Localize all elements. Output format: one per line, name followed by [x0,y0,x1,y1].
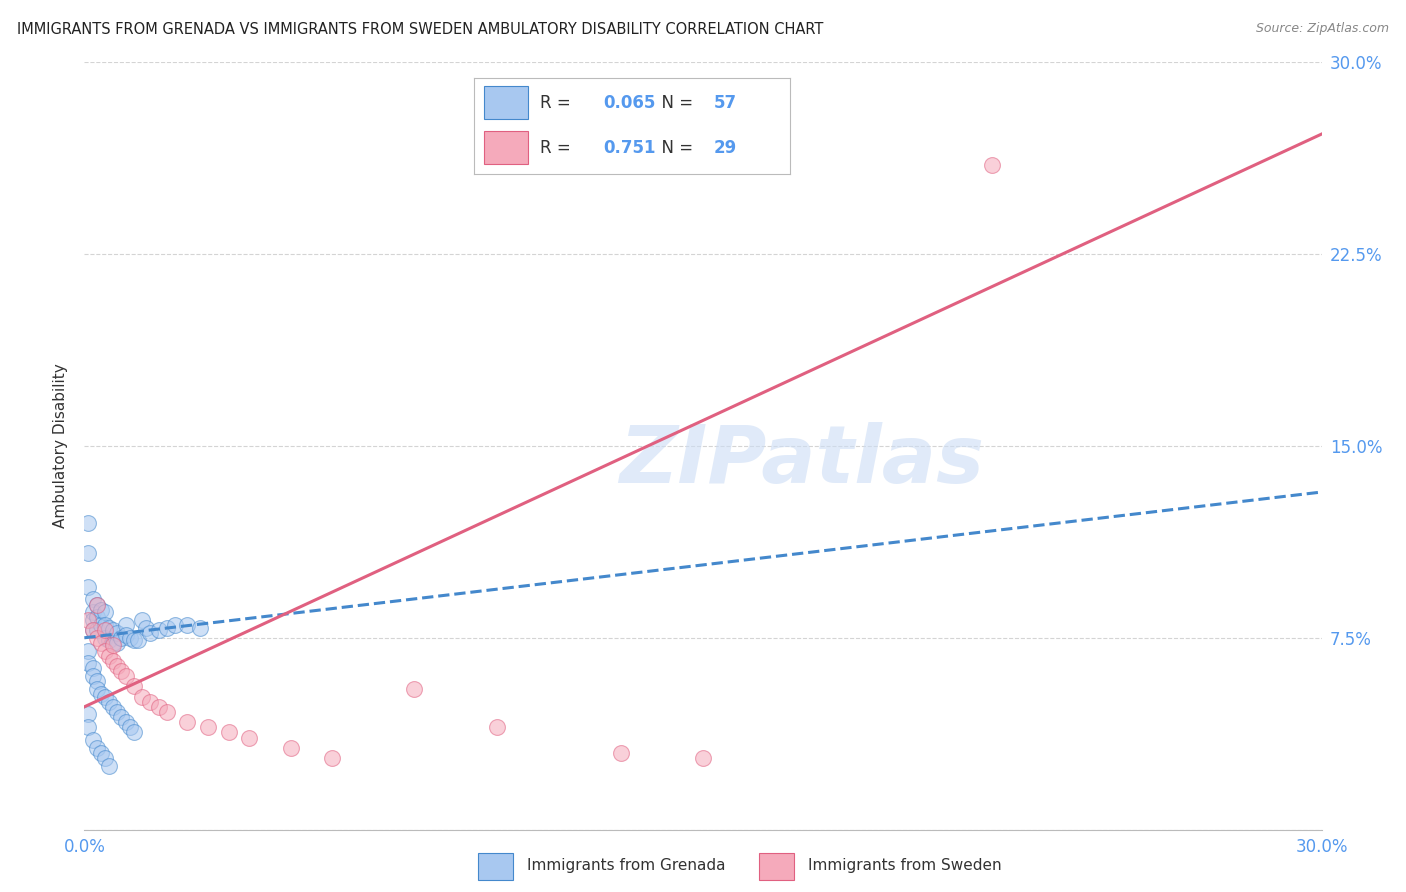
Point [980,158,1002,172]
Text: Immigrants from Sweden: Immigrants from Sweden [808,858,1002,872]
Point [90,687,112,701]
Point [105,625,128,640]
Point [156,705,179,719]
Point [176,715,198,730]
Point [94,605,117,619]
FancyBboxPatch shape [759,853,794,880]
Point [122,679,145,693]
Point [82,661,104,675]
Point [110,664,132,678]
Point [94,618,117,632]
Point [98,695,121,709]
Text: IMMIGRANTS FROM GRENADA VS IMMIGRANTS FROM SWEDEN AMBULATORY DISABILITY CORRELAT: IMMIGRANTS FROM GRENADA VS IMMIGRANTS FR… [17,22,824,37]
Point [105,659,128,673]
Point [105,636,128,650]
Point [105,705,128,719]
Point [148,623,170,637]
Point [404,681,426,696]
Point [122,633,145,648]
Point [90,618,112,632]
Point [90,636,112,650]
Point [77,707,100,722]
Point [110,631,132,645]
Point [103,654,125,668]
Point [98,621,121,635]
Point [139,625,162,640]
Point [94,643,117,657]
Point [609,746,631,760]
Point [98,758,121,772]
Point [86,598,108,612]
Text: Source: ZipAtlas.com: Source: ZipAtlas.com [1256,22,1389,36]
Point [82,733,104,747]
Point [103,623,125,637]
Point [139,695,162,709]
Point [86,631,108,645]
Point [218,725,240,739]
Point [238,731,260,745]
Point [77,613,100,627]
Point [114,618,136,632]
Point [90,602,112,616]
Point [90,746,112,760]
Point [114,669,136,683]
Point [98,633,121,648]
Text: Immigrants from Grenada: Immigrants from Grenada [527,858,725,872]
Point [82,592,104,607]
Point [98,648,121,663]
Point [280,740,302,755]
Point [77,546,100,560]
Point [77,720,100,734]
Point [118,720,141,734]
Point [131,690,153,704]
Point [86,740,108,755]
Point [135,621,157,635]
Point [131,613,153,627]
Point [94,690,117,704]
Point [82,613,104,627]
Point [86,598,108,612]
Point [321,751,343,765]
Text: ZIPatlas: ZIPatlas [620,422,984,500]
Point [86,674,108,689]
Point [692,751,714,765]
Point [77,643,100,657]
Point [86,681,108,696]
Point [156,621,179,635]
Point [82,605,104,619]
Point [82,669,104,683]
Point [188,621,211,635]
Point [118,631,141,645]
Point [86,623,108,637]
Point [103,699,125,714]
Point [94,751,117,765]
Point [77,657,100,671]
Point [94,631,117,645]
Point [127,633,149,648]
Point [77,580,100,594]
Point [103,639,125,653]
Point [122,725,145,739]
Point [103,636,125,650]
Point [110,710,132,724]
Point [485,720,508,734]
Y-axis label: Ambulatory Disability: Ambulatory Disability [53,364,69,528]
Point [114,628,136,642]
Point [82,623,104,637]
Point [148,699,170,714]
FancyBboxPatch shape [478,853,513,880]
Point [176,618,198,632]
Point [82,623,104,637]
Point [197,720,219,734]
Point [114,715,136,730]
Point [94,623,117,637]
Point [77,516,100,530]
Point [86,610,108,624]
Point [165,618,187,632]
